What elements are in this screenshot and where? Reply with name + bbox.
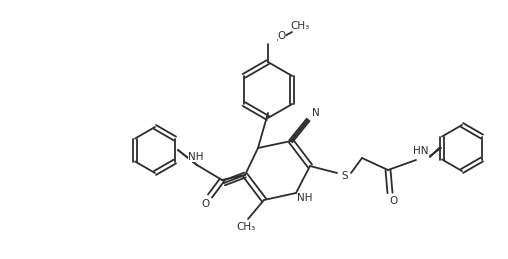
Text: S: S [342,171,348,181]
Text: NH: NH [297,193,313,203]
Text: CH₃: CH₃ [236,222,256,232]
Text: HN: HN [413,146,429,156]
Text: O: O [389,196,397,206]
Text: NH: NH [188,152,204,162]
Text: N: N [312,108,320,118]
Text: O: O [202,199,210,209]
Text: CH₃: CH₃ [291,21,309,31]
Text: O: O [278,31,286,41]
